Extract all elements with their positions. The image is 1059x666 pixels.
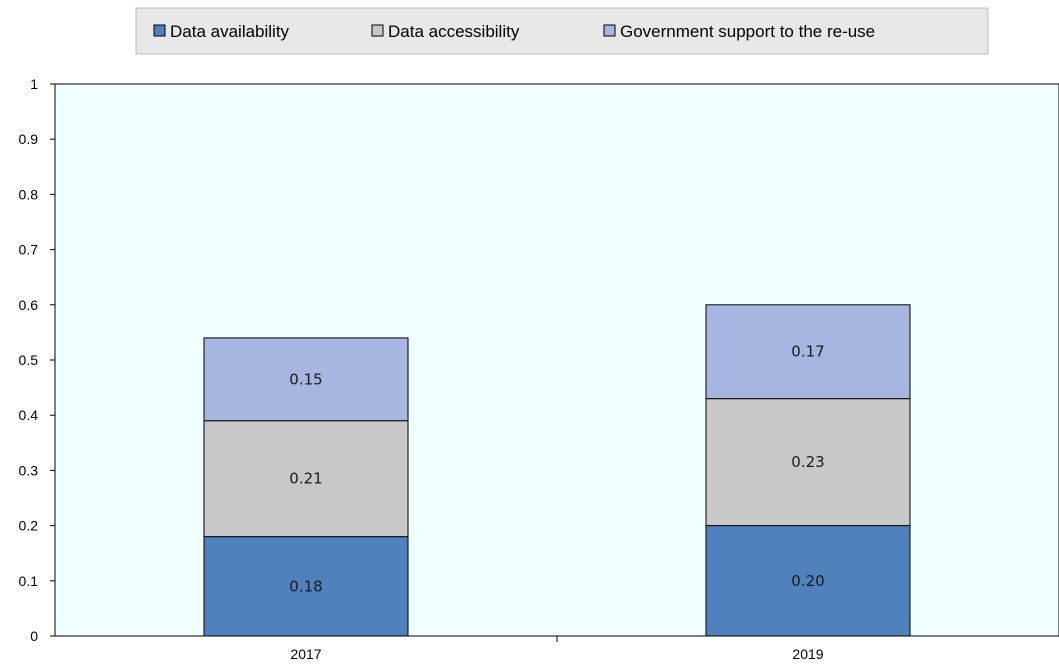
legend-box	[135, 7, 989, 55]
data-label: 0.17	[791, 343, 824, 361]
data-label: 0.15	[289, 370, 322, 388]
legend-label: Government support to the re-use	[620, 22, 875, 41]
y-tick-label: 0.1	[19, 573, 39, 589]
bar-segment	[203, 337, 409, 422]
data-label: 0.20	[791, 572, 824, 590]
data-label: 0.18	[289, 577, 322, 595]
y-tick-label: 0.7	[19, 242, 39, 258]
y-tick-label: 1	[30, 76, 38, 92]
data-label: 0.23	[791, 453, 824, 471]
bar-segment	[705, 398, 911, 527]
bar-segment	[705, 304, 911, 400]
legend-swatch	[153, 24, 166, 37]
x-tick-label: 2019	[792, 646, 823, 662]
y-tick-label: 0.6	[19, 297, 39, 313]
y-tick-label: 0	[30, 628, 38, 644]
y-tick-label: 0.8	[19, 186, 39, 202]
x-tick-label: 2017	[290, 646, 321, 662]
y-tick-label: 0.9	[19, 131, 39, 147]
legend-label: Data accessibility	[388, 22, 520, 41]
y-tick-label: 0.3	[19, 462, 39, 478]
data-label: 0.21	[289, 470, 322, 488]
chart-legend: Data availability Data accessibility Gover…	[135, 7, 989, 55]
legend-swatch	[603, 24, 616, 37]
bar-segment	[203, 536, 409, 637]
plot-area: 0 0.1 0.2 0.3 0.4 0.5 0.6 0.7 0.8 0.9 1 0.18 0.21 0.1…	[19, 76, 1059, 662]
bar-segment	[705, 525, 911, 637]
y-tick-label: 0.2	[19, 518, 39, 534]
y-tick-label: 0.5	[19, 352, 39, 368]
bar-segment	[203, 420, 409, 538]
legend-label: Data availability	[170, 22, 290, 41]
legend-swatch	[371, 24, 384, 37]
y-tick-label: 0.4	[19, 407, 39, 423]
